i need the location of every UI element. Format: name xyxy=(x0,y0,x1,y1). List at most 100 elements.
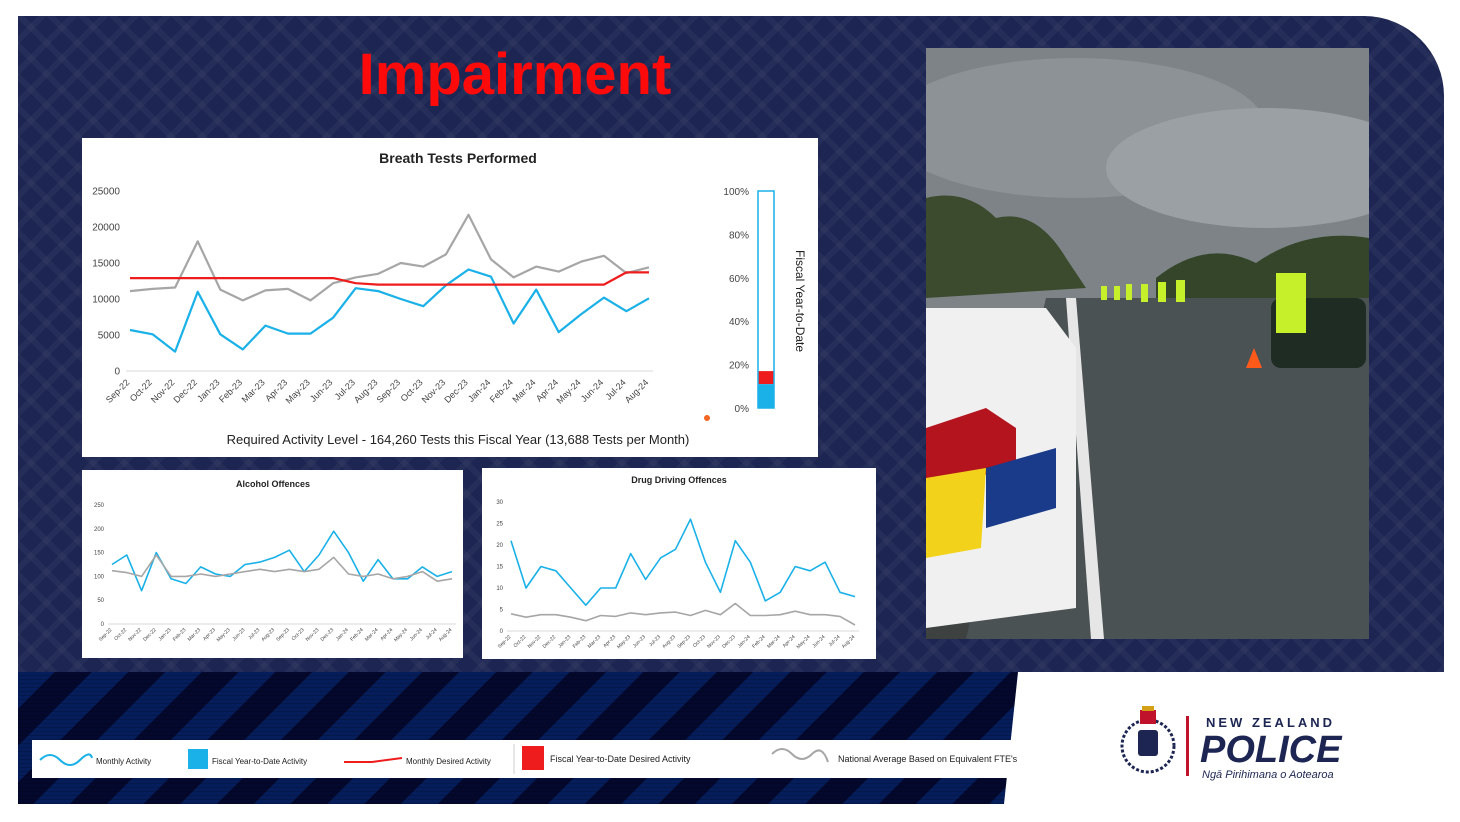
x-tick-label: May-24 xyxy=(393,627,409,643)
legend-label: Fiscal Year-to-Date Activity xyxy=(212,757,307,766)
x-tick-label: Dec-23 xyxy=(442,377,470,405)
x-tick-label: Dec-22 xyxy=(542,634,558,650)
y-tick-label: 10 xyxy=(496,586,503,592)
x-tick-label: Jan-24 xyxy=(466,377,493,404)
x-tick-label: Jul-24 xyxy=(828,634,842,648)
y-tick-label: 100 xyxy=(94,574,105,580)
x-tick-label: Jan-23 xyxy=(157,627,172,642)
car-livery-blue xyxy=(986,448,1056,528)
x-tick-label: Apr-23 xyxy=(202,627,217,642)
x-tick-label: Aug-24 xyxy=(438,627,454,643)
series-line-monthly-activity xyxy=(129,268,650,353)
gray-wave-line-icon xyxy=(771,748,829,763)
x-tick-label: Jul-23 xyxy=(648,634,662,648)
x-tick-label: Mar-23 xyxy=(587,634,603,650)
x-tick-label: Oct-23 xyxy=(692,634,707,649)
x-tick-label: Dec-22 xyxy=(142,627,158,643)
y-tick-label: 200 xyxy=(94,527,105,533)
officers-line xyxy=(1101,280,1185,302)
series-line-national-average-based-on-equivalent-fte-s xyxy=(111,554,453,582)
ytd-activity-bar xyxy=(758,384,774,408)
legend-graphics: Monthly Activity Fiscal Year-to-Date Act… xyxy=(39,744,1018,774)
legend-label: National Average Based on Equivalent FTE… xyxy=(838,754,1018,764)
y-tick-label: 0 xyxy=(114,366,120,377)
x-tick-label: Sep-22 xyxy=(104,377,132,405)
series-line-monthly-desired-activity xyxy=(130,271,649,286)
drug-driving-panel: Drug Driving Offences 0 5 10 15 20 25 30 Sep-22 O… xyxy=(482,468,876,659)
x-tick-label: Jan-24 xyxy=(737,634,752,649)
x-tick-label: Mar-24 xyxy=(364,627,380,643)
ytd-tick-label: 80% xyxy=(729,230,749,241)
x-tick-label: Sep-22 xyxy=(98,627,114,643)
x-tick-label: Nov-22 xyxy=(527,634,543,650)
nz-police-logo: NEW ZEALAND POLICE Ngā Pirihimana o Aote… xyxy=(1118,700,1378,790)
cyan-square-icon xyxy=(188,749,208,769)
x-tick-label: Jun-24 xyxy=(409,627,424,642)
x-tick-label: Mar-23 xyxy=(187,627,203,643)
decorative-band xyxy=(18,672,1018,804)
y-tick-label: 25 xyxy=(496,522,503,528)
cloud xyxy=(1106,108,1369,228)
y-tick-label: 150 xyxy=(94,551,105,557)
ytd-bar-frame xyxy=(757,190,775,409)
ytd-tick-label: 100% xyxy=(723,187,749,198)
legend: Monthly Activity Fiscal Year-to-Date Act… xyxy=(32,740,1066,778)
x-tick-label: Mar-23 xyxy=(240,377,267,404)
x-tick-label: Dec-22 xyxy=(172,377,200,405)
x-tick-label: Jun-23 xyxy=(632,634,647,649)
ytd-tick-label: 60% xyxy=(729,274,749,285)
red-square-icon xyxy=(522,746,544,770)
x-tick-label: Dec-23 xyxy=(721,634,737,650)
x-tick-label: May-23 xyxy=(284,377,312,405)
x-tick-label: Aug-23 xyxy=(260,627,276,643)
x-tick-label: Jul-24 xyxy=(425,627,439,641)
ytd-tick-label: 0% xyxy=(735,404,750,415)
y-tick-label: 10000 xyxy=(92,294,120,305)
x-tick-label: Aug-24 xyxy=(623,377,651,405)
breath-tests-chart: Breath Tests Performed 0 5000 10000 15000 200… xyxy=(92,150,807,447)
logo-line2: POLICE xyxy=(1200,729,1343,771)
logo-graphics: NEW ZEALAND POLICE Ngā Pirihimana o Aote… xyxy=(1120,706,1343,781)
legend-label: Fiscal Year-to-Date Desired Activity xyxy=(550,754,691,764)
x-tick-label: Aug-24 xyxy=(841,634,857,650)
trees-left xyxy=(926,195,1086,298)
series-line-national-average-based-on-equivalent-fte-s xyxy=(129,213,650,302)
x-tick-label: Dec-23 xyxy=(320,627,336,643)
x-tick-label: Apr-24 xyxy=(782,634,797,649)
legend-label: Monthly Activity xyxy=(96,757,151,766)
x-tick-label: Sep-23 xyxy=(275,627,291,643)
red-line-icon xyxy=(344,757,403,763)
x-tick-label: Nov-22 xyxy=(149,377,177,405)
car-livery-yellow xyxy=(926,468,986,558)
series-line-monthly-activity xyxy=(510,518,856,606)
y-tick-label: 0 xyxy=(500,629,504,635)
x-tick-label: Jun-24 xyxy=(579,377,606,404)
chart-title: Alcohol Offences xyxy=(236,479,310,489)
x-tick-label: Aug-23 xyxy=(661,634,677,650)
y-tick-label: 5 xyxy=(500,608,504,614)
ytd-tick-label: 40% xyxy=(729,317,749,328)
y-tick-label: 0 xyxy=(101,622,105,628)
x-tick-label: Feb-23 xyxy=(172,627,188,643)
x-tick-label: May-24 xyxy=(796,634,812,650)
photo-illustration xyxy=(926,48,1369,639)
chart-title: Drug Driving Offences xyxy=(631,475,727,485)
x-tick-label: May-24 xyxy=(554,377,582,405)
x-tick-label: May-23 xyxy=(616,634,632,650)
y-tick-label: 5000 xyxy=(98,330,121,341)
x-tick-label: Oct-22 xyxy=(113,627,128,642)
x-tick-label: Oct-22 xyxy=(513,634,528,649)
trees-right xyxy=(1156,235,1369,308)
x-tick-label: Feb-24 xyxy=(488,377,515,404)
x-tick-label: Feb-23 xyxy=(217,377,244,404)
logo-line3: Ngā Pirihimana o Aotearoa xyxy=(1202,769,1334,781)
x-tick-label: Jan-23 xyxy=(195,377,222,404)
x-tick-label: Nov-22 xyxy=(127,627,143,643)
roadside-checkpoint-photo xyxy=(926,48,1369,639)
alcohol-offences-panel: Alcohol Offences 0 50 100 150 200 250 Sep-22 Oct… xyxy=(82,470,463,658)
x-tick-label: Oct-23 xyxy=(291,627,306,642)
x-tick-label: Jun-23 xyxy=(231,627,246,642)
y-tick-label: 15000 xyxy=(92,258,120,269)
